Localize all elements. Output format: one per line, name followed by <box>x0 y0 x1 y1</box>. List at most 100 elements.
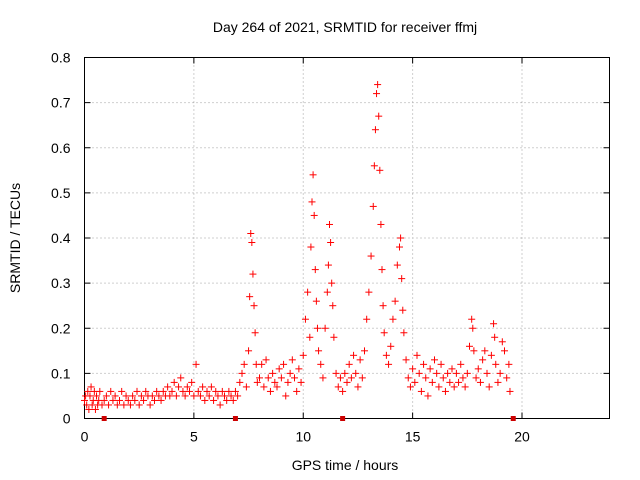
y-tick-label: 0.6 <box>51 140 71 156</box>
data-point <box>389 315 397 323</box>
x-tick-label: 20 <box>514 429 530 445</box>
y-tick-label: 0.8 <box>51 50 71 66</box>
data-point <box>175 383 183 391</box>
data-point <box>153 387 161 395</box>
data-point <box>435 383 443 391</box>
data-point <box>315 347 323 355</box>
data-point <box>341 369 349 377</box>
data-point <box>242 383 250 391</box>
data-point <box>240 360 248 368</box>
data-point <box>485 383 493 391</box>
data-point <box>476 378 484 386</box>
data-point <box>120 401 128 409</box>
data-point <box>387 342 395 350</box>
data-point <box>371 126 379 134</box>
data-point <box>291 374 298 382</box>
data-point <box>468 315 476 323</box>
data-point <box>131 396 139 404</box>
data-point <box>336 374 344 382</box>
data-point <box>201 396 209 404</box>
data-point <box>140 396 148 404</box>
data-point <box>399 306 407 314</box>
data-point <box>236 378 244 386</box>
data-point <box>450 383 458 391</box>
data-point <box>441 387 449 395</box>
data-point <box>375 112 383 120</box>
data-point <box>461 383 469 391</box>
data-point <box>221 392 228 400</box>
data-point <box>309 171 317 179</box>
data-point <box>256 374 263 382</box>
data-point <box>350 351 358 359</box>
data-point <box>370 162 378 170</box>
data-point <box>483 369 491 377</box>
data-point <box>444 369 452 377</box>
data-point <box>380 329 388 337</box>
data-point <box>266 387 274 395</box>
data-point <box>361 347 368 355</box>
data-point <box>404 374 412 382</box>
data-point <box>199 383 207 391</box>
data-point <box>262 356 270 364</box>
data-point <box>118 387 126 395</box>
data-point <box>116 396 123 404</box>
data-point <box>417 387 425 395</box>
data-point <box>424 392 432 400</box>
data-point <box>111 392 119 400</box>
data-point <box>400 329 408 337</box>
data-point <box>133 387 141 395</box>
data-point <box>282 392 290 400</box>
data-point <box>166 392 174 400</box>
data-point <box>203 387 211 395</box>
data-point <box>286 369 294 377</box>
data-point <box>319 374 327 382</box>
data-point <box>86 392 94 400</box>
y-tick-label: 0.2 <box>51 320 71 336</box>
data-point <box>297 378 305 386</box>
data-point <box>172 392 180 400</box>
data-point <box>365 288 373 296</box>
data-point <box>246 293 254 301</box>
data-point <box>295 365 303 373</box>
data-point <box>385 360 393 368</box>
data-point <box>247 229 255 237</box>
data-point <box>439 374 447 382</box>
marker-layer <box>101 416 516 421</box>
data-point <box>205 392 213 400</box>
data-point <box>474 365 482 373</box>
data-point <box>463 369 471 377</box>
data-point <box>494 378 502 386</box>
data-point <box>324 261 332 269</box>
data-point <box>393 261 401 269</box>
y-tick-label: 0.1 <box>51 365 71 381</box>
data-point <box>122 392 130 400</box>
data-point <box>329 302 337 310</box>
data-point <box>413 351 421 359</box>
data-point <box>135 401 143 409</box>
data-point <box>142 387 150 395</box>
y-tick-label: 0.4 <box>51 230 71 246</box>
data-point <box>218 387 226 395</box>
data-point <box>181 392 189 400</box>
data-point <box>446 378 454 386</box>
data-point <box>490 320 498 328</box>
data-point <box>332 369 340 377</box>
data-point <box>326 220 333 228</box>
data-point <box>91 405 99 413</box>
data-point <box>248 239 256 247</box>
data-point <box>373 90 381 98</box>
data-point <box>330 333 338 341</box>
y-tick-label: 0.3 <box>51 275 71 291</box>
data-point <box>273 383 281 391</box>
data-point <box>391 297 399 305</box>
data-point <box>212 387 220 395</box>
data-point <box>455 378 463 386</box>
data-point <box>382 351 390 359</box>
axis-marker <box>101 416 107 421</box>
data-point <box>249 270 257 278</box>
axis-marker <box>232 416 238 421</box>
data-point <box>177 374 185 382</box>
data-point <box>126 401 134 409</box>
data-point <box>159 387 167 395</box>
data-point <box>433 369 441 377</box>
